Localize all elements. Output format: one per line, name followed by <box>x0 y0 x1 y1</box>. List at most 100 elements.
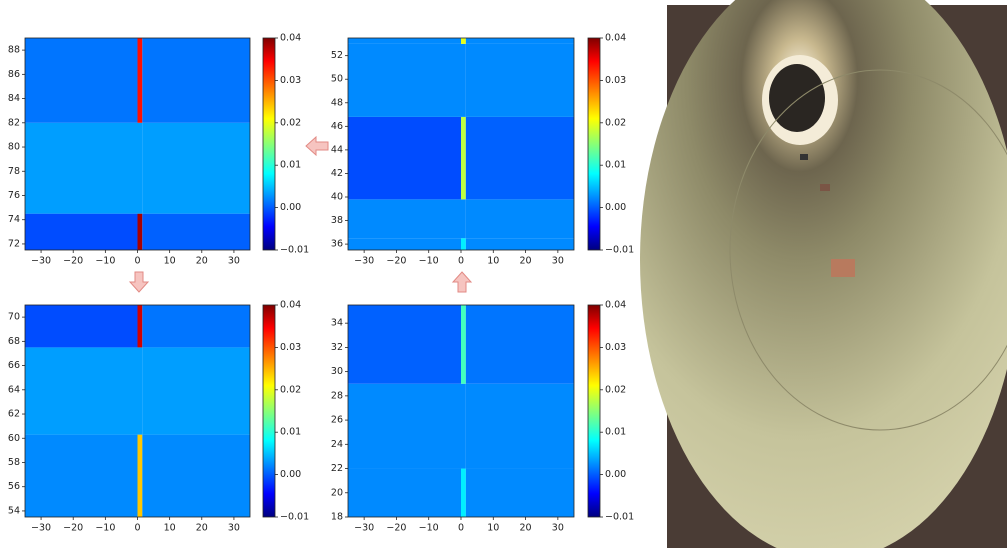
heat-cell <box>142 38 250 123</box>
y-tick-label: 30 <box>331 366 343 377</box>
heat-cell <box>465 116 574 200</box>
colorbar-tick-label: 0.01 <box>280 427 301 438</box>
heat-cell <box>348 116 461 200</box>
heat-cell <box>137 213 143 250</box>
x-tick-label: 30 <box>552 256 564 267</box>
heat-cell <box>137 434 143 517</box>
x-tick-label: 20 <box>520 523 532 534</box>
colorbar-tick-label: 0.02 <box>605 384 626 395</box>
colorbar-tick-label: 0.00 <box>605 202 626 213</box>
y-tick-label: 74 <box>8 214 20 225</box>
heat-cell <box>465 305 574 384</box>
heat-cell <box>465 238 574 250</box>
heat-cell <box>25 305 138 348</box>
y-tick-label: 24 <box>331 439 343 450</box>
heat-cell <box>142 305 250 348</box>
colorbar-tick-label: 0.04 <box>605 33 626 44</box>
y-tick-label: 72 <box>8 238 20 249</box>
heat-cell <box>142 122 250 214</box>
x-tick-label: 10 <box>487 523 499 534</box>
heat-cell <box>25 434 138 517</box>
heat-cell <box>25 38 138 123</box>
heat-cell <box>465 383 574 469</box>
colorbar <box>262 304 276 518</box>
colorbar-tick-label: 0.04 <box>280 300 301 311</box>
heat-cell <box>461 468 466 517</box>
y-tick-label: 20 <box>331 487 343 498</box>
y-tick-label: 50 <box>331 74 343 85</box>
y-tick-label: 68 <box>8 336 20 347</box>
heat-cell <box>142 434 250 517</box>
x-tick-label: −30 <box>354 523 374 534</box>
y-tick-label: 18 <box>331 512 343 523</box>
colorbar-tick-label: 0.03 <box>605 342 626 353</box>
heat-cell <box>461 305 466 384</box>
y-tick-label: 28 <box>331 390 343 401</box>
y-tick-label: 54 <box>8 505 20 516</box>
colorbar <box>587 37 601 251</box>
heat-cell <box>465 468 574 517</box>
x-tick-label: −30 <box>31 523 51 534</box>
colorbar-tick-label: −0.01 <box>605 245 634 256</box>
pipe-photo <box>640 0 1007 548</box>
heat-cell <box>461 116 466 200</box>
x-tick-label: 30 <box>228 256 240 267</box>
heat-cell <box>137 305 143 348</box>
y-tick-label: 88 <box>8 45 20 56</box>
colorbar-tick-label: 0.01 <box>605 427 626 438</box>
heat-cell <box>348 199 461 239</box>
y-tick-label: 64 <box>8 384 20 395</box>
heat-cell <box>25 347 138 435</box>
x-tick-label: −10 <box>95 523 115 534</box>
colorbar-tick-label: 0.00 <box>605 469 626 480</box>
heat-cell <box>137 38 143 123</box>
colorbar-tick-label: −0.01 <box>280 245 309 256</box>
x-tick-label: −10 <box>95 256 115 267</box>
colorbar-tick-label: 0.03 <box>605 75 626 86</box>
y-tick-label: 42 <box>331 168 343 179</box>
x-tick-label: −10 <box>419 523 439 534</box>
x-tick-label: −20 <box>63 523 83 534</box>
flow-arrows <box>128 135 473 293</box>
y-tick-label: 84 <box>8 93 20 104</box>
colorbar-tick-label: 0.00 <box>280 469 301 480</box>
x-tick-label: 20 <box>196 256 208 267</box>
x-tick-label: 10 <box>487 256 499 267</box>
y-tick-label: 22 <box>331 463 343 474</box>
y-tick-label: 26 <box>331 415 343 426</box>
y-tick-label: 66 <box>8 360 20 371</box>
x-tick-label: 20 <box>196 523 208 534</box>
heat-cell <box>142 347 250 435</box>
y-tick-label: 62 <box>8 409 20 420</box>
y-tick-label: 52 <box>331 50 343 61</box>
colorbar-tick-label: 0.04 <box>280 33 301 44</box>
heat-cell <box>348 468 461 517</box>
x-tick-label: 10 <box>164 256 176 267</box>
x-tick-label: 20 <box>520 256 532 267</box>
colorbar-tick-label: 0.03 <box>280 75 301 86</box>
heat-cell <box>348 38 461 44</box>
x-tick-label: −30 <box>31 256 51 267</box>
heat-cell <box>25 122 138 214</box>
heat-cell <box>348 238 461 250</box>
x-tick-label: 0 <box>458 523 464 534</box>
heat-cell <box>348 383 461 469</box>
y-tick-label: 38 <box>331 215 343 226</box>
heat-cell <box>461 43 466 117</box>
y-tick-label: 76 <box>8 190 20 201</box>
colorbar-tick-label: 0.01 <box>605 160 626 171</box>
x-tick-label: −20 <box>386 523 406 534</box>
x-tick-label: −20 <box>386 256 406 267</box>
colorbar-tick-label: 0.02 <box>280 384 301 395</box>
y-tick-label: 56 <box>8 481 20 492</box>
heat-cell <box>461 383 466 469</box>
y-tick-label: 40 <box>331 192 343 203</box>
y-tick-label: 32 <box>331 342 343 353</box>
heat-cell <box>348 43 461 117</box>
x-tick-label: −20 <box>63 256 83 267</box>
heat-cell <box>461 38 466 44</box>
heat-cell <box>465 43 574 117</box>
y-tick-label: 86 <box>8 69 20 80</box>
colorbar-tick-label: −0.01 <box>605 512 634 523</box>
y-tick-label: 46 <box>331 121 343 132</box>
